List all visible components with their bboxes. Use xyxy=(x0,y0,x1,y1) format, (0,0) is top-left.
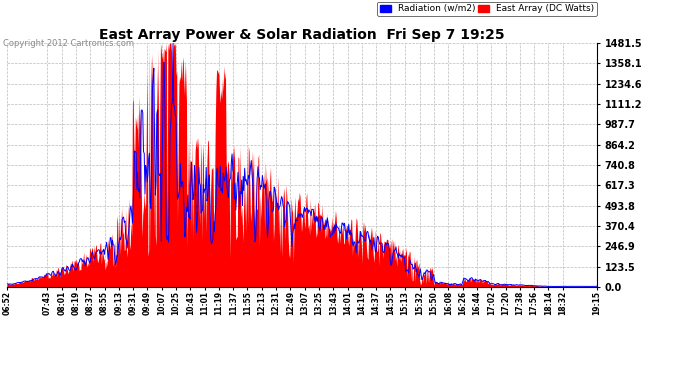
Text: Copyright 2012 Cartronics.com: Copyright 2012 Cartronics.com xyxy=(3,39,135,48)
Legend: Radiation (w/m2), East Array (DC Watts): Radiation (w/m2), East Array (DC Watts) xyxy=(377,2,597,16)
Title: East Array Power & Solar Radiation  Fri Sep 7 19:25: East Array Power & Solar Radiation Fri S… xyxy=(99,28,504,42)
